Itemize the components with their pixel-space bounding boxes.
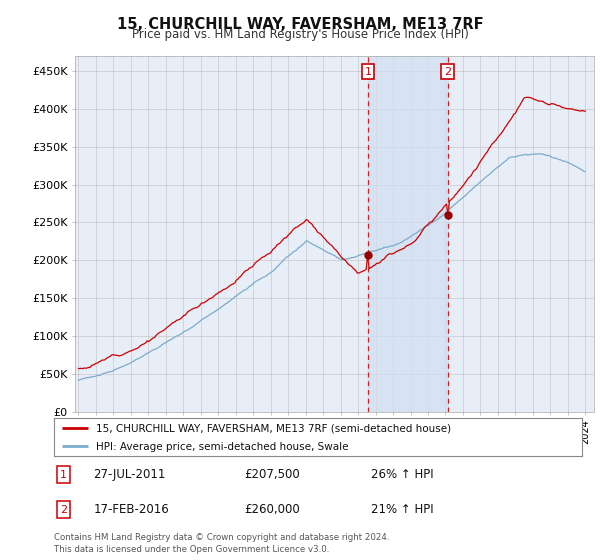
- Text: £260,000: £260,000: [244, 503, 300, 516]
- Bar: [368, 56, 448, 412]
- Text: Price paid vs. HM Land Registry's House Price Index (HPI): Price paid vs. HM Land Registry's House …: [131, 28, 469, 41]
- Text: 15, CHURCHILL WAY, FAVERSHAM, ME13 7RF (semi-detached house): 15, CHURCHILL WAY, FAVERSHAM, ME13 7RF (…: [96, 423, 451, 433]
- Text: 21% ↑ HPI: 21% ↑ HPI: [371, 503, 433, 516]
- Text: 15, CHURCHILL WAY, FAVERSHAM, ME13 7RF: 15, CHURCHILL WAY, FAVERSHAM, ME13 7RF: [116, 17, 484, 32]
- Text: 26% ↑ HPI: 26% ↑ HPI: [371, 468, 433, 481]
- Text: 2: 2: [444, 67, 451, 77]
- Text: 1: 1: [60, 470, 67, 479]
- Text: Contains HM Land Registry data © Crown copyright and database right 2024.
This d: Contains HM Land Registry data © Crown c…: [54, 533, 389, 554]
- Text: 1: 1: [365, 67, 371, 77]
- Text: 2: 2: [60, 505, 67, 515]
- Text: HPI: Average price, semi-detached house, Swale: HPI: Average price, semi-detached house,…: [96, 442, 349, 452]
- Text: 27-JUL-2011: 27-JUL-2011: [94, 468, 166, 481]
- Text: £207,500: £207,500: [244, 468, 300, 481]
- Text: 17-FEB-2016: 17-FEB-2016: [94, 503, 169, 516]
